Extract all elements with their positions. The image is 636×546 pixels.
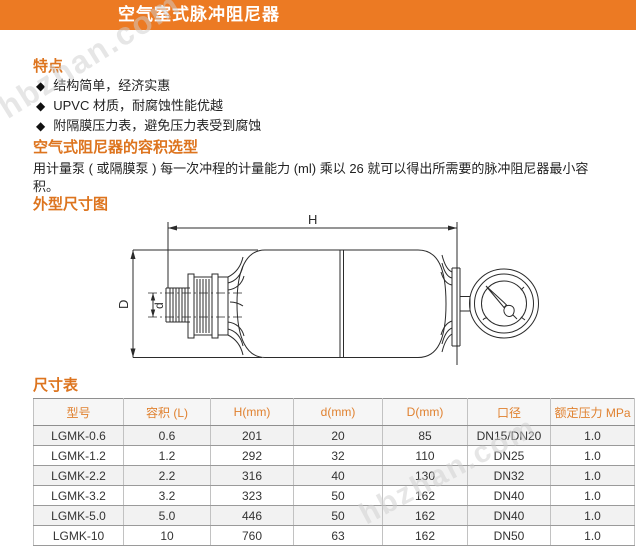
table-cell: 130 — [382, 465, 468, 486]
inlet-fitting — [165, 256, 245, 356]
table-row: LGMK-2.2 2.2 316 40 130 DN32 1.0 — [33, 465, 635, 486]
table-header-row: 型号 容积 (L) H(mm) d(mm) D(mm) 口径 额定压力 MPa — [33, 398, 635, 426]
dimension-table-heading: 尺寸表 — [33, 377, 79, 394]
table-cell: 0.6 — [123, 425, 211, 446]
table-cell: DN15/DN20 — [467, 425, 551, 446]
table-cell: 201 — [210, 425, 294, 446]
pressure-gauge-icon — [469, 268, 539, 339]
table-cell: LGMK-3.2 — [33, 485, 124, 506]
col-header-model: 型号 — [33, 398, 124, 426]
table-cell: LGMK-2.2 — [33, 465, 124, 486]
gauge-stub — [459, 296, 471, 312]
table-cell: 1.0 — [550, 465, 635, 486]
list-item: ◆ UPVC 材质，耐腐蚀性能优越 — [36, 96, 261, 116]
col-header-d-small: d(mm) — [293, 398, 383, 426]
col-header-h: H(mm) — [210, 398, 294, 426]
table-cell: 760 — [210, 525, 294, 546]
table-cell: 162 — [382, 505, 468, 526]
table-cell: 10 — [123, 525, 211, 546]
diamond-bullet-icon: ◆ — [36, 79, 46, 93]
table-cell: 162 — [382, 525, 468, 546]
table-row: LGMK-5.0 5.0 446 50 162 DN40 1.0 — [33, 505, 635, 526]
table-cell: 1.0 — [550, 485, 635, 506]
dimension-h: H — [167, 212, 458, 365]
dim-label-d-big: D — [116, 300, 131, 309]
features-list: ◆ 结构简单，经济实惠 ◆ UPVC 材质，耐腐蚀性能优越 ◆ 附隔膜压力表，避免压力… — [36, 76, 261, 136]
col-header-bore: 口径 — [467, 398, 551, 426]
diamond-bullet-icon: ◆ — [36, 99, 46, 113]
table-row: LGMK-3.2 3.2 323 50 162 DN40 1.0 — [33, 485, 635, 506]
table-row: LGMK-1.2 1.2 292 32 110 DN25 1.0 — [33, 445, 635, 466]
volume-selection-text: 用计量泵 ( 或隔膜泵 ) 每一次冲程的计量能力 (ml) 乘以 26 就可以得… — [33, 161, 589, 194]
table-cell: 40 — [293, 465, 383, 486]
table-cell: DN40 — [467, 485, 551, 506]
table-cell: 63 — [293, 525, 383, 546]
table-cell: DN50 — [467, 525, 551, 546]
feature-text: UPVC 材质，耐腐蚀性能优越 — [53, 98, 223, 113]
gauge-needle — [485, 285, 508, 309]
title-bar: 空气室式脉冲阻尼器 — [0, 0, 636, 30]
page-title: 空气室式脉冲阻尼器 — [118, 5, 280, 24]
table-cell: 292 — [210, 445, 294, 466]
feature-text: 附隔膜压力表，避免压力表受到腐蚀 — [53, 118, 262, 133]
table-cell: LGMK-0.6 — [33, 425, 124, 446]
tank-body — [236, 249, 447, 358]
table-cell: 85 — [382, 425, 468, 446]
table-cell: 316 — [210, 465, 294, 486]
centerlines — [148, 292, 242, 318]
table-cell: 50 — [293, 485, 383, 506]
table-cell: LGMK-5.0 — [33, 505, 124, 526]
dimension-table: 型号 容积 (L) H(mm) d(mm) D(mm) 口径 额定压力 MPa … — [33, 398, 635, 546]
list-item: ◆ 结构简单，经济实惠 — [36, 76, 261, 96]
gauge-mount — [440, 254, 471, 353]
dimension-d-big: D — [116, 249, 262, 358]
table-cell: 1.0 — [550, 445, 635, 466]
table-cell: 1.0 — [550, 425, 635, 446]
col-header-pressure: 额定压力 MPa — [550, 398, 635, 426]
table-cell: DN40 — [467, 505, 551, 526]
table-cell: 3.2 — [123, 485, 211, 506]
features-heading: 特点 — [33, 58, 64, 75]
list-item: ◆ 附隔膜压力表，避免压力表受到腐蚀 — [36, 116, 261, 136]
col-header-volume: 容积 (L) — [123, 398, 211, 426]
table-cell: 2.2 — [123, 465, 211, 486]
col-header-d-big: D(mm) — [382, 398, 468, 426]
dimension-d-small: d — [150, 293, 166, 317]
table-cell: DN25 — [467, 445, 551, 466]
table-cell: 5.0 — [123, 505, 211, 526]
table-cell: 110 — [382, 445, 468, 466]
feature-text: 结构简单，经济实惠 — [53, 78, 171, 93]
table-cell: 1.0 — [550, 505, 635, 526]
diamond-bullet-icon: ◆ — [36, 119, 46, 133]
table-cell: LGMK-10 — [33, 525, 124, 546]
table-cell: 323 — [210, 485, 294, 506]
outline-drawing: H D d — [0, 210, 636, 380]
volume-selection-heading: 空气式阻尼器的容积选型 — [33, 139, 199, 156]
table-cell: 446 — [210, 505, 294, 526]
table-cell: 1.2 — [123, 445, 211, 466]
table-cell: 162 — [382, 485, 468, 506]
table-row: LGMK-10 10 760 63 162 DN50 1.0 — [33, 525, 635, 546]
table-cell: LGMK-1.2 — [33, 445, 124, 466]
table-cell: 32 — [293, 445, 383, 466]
table-cell: 20 — [293, 425, 383, 446]
dim-label-h: H — [308, 212, 317, 227]
outline-drawing-heading: 外型尺寸图 — [33, 196, 109, 213]
table-cell: 1.0 — [550, 525, 635, 546]
dim-label-d-small: d — [152, 302, 166, 309]
table-row: LGMK-0.6 0.6 201 20 85 DN15/DN20 1.0 — [33, 425, 635, 446]
table-cell: 50 — [293, 505, 383, 526]
table-cell: DN32 — [467, 465, 551, 486]
damper-outline-svg: H D d — [116, 212, 539, 365]
